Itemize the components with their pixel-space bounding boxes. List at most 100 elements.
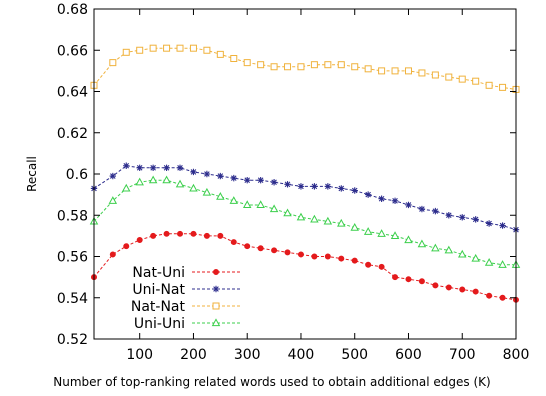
data-point-nat-uni bbox=[136, 236, 143, 243]
data-point-uni-uni bbox=[444, 245, 454, 254]
legend-label: Uni-Nat bbox=[132, 282, 185, 298]
data-point-uni-uni bbox=[135, 177, 144, 186]
data-point-nat-nat bbox=[243, 59, 251, 67]
data-point-nat-nat bbox=[109, 59, 117, 67]
data-point-uni-nat bbox=[136, 164, 143, 172]
data-point-nat-nat bbox=[270, 63, 278, 71]
data-point-uni-uni bbox=[122, 183, 131, 192]
data-point-nat-nat bbox=[284, 63, 292, 71]
y-axis-label: Recall bbox=[25, 156, 39, 192]
data-point-uni-uni bbox=[377, 229, 386, 237]
data-point-nat-nat bbox=[216, 50, 224, 58]
data-point-uni-uni bbox=[431, 243, 440, 252]
data-point-uni-nat bbox=[324, 183, 332, 190]
data-point-nat-uni bbox=[432, 282, 439, 289]
data-point-uni-uni bbox=[148, 175, 158, 184]
data-point-nat-uni bbox=[365, 261, 372, 268]
data-point-uni-uni bbox=[498, 260, 507, 268]
data-point-uni-nat bbox=[297, 183, 305, 190]
x-tick-label: 700 bbox=[449, 347, 476, 363]
data-point-nat-uni bbox=[378, 263, 385, 270]
data-point-nat-uni bbox=[405, 276, 412, 283]
data-point-uni-nat bbox=[445, 212, 453, 219]
x-tick-label: 500 bbox=[341, 347, 368, 363]
data-point-uni-uni bbox=[269, 204, 279, 213]
data-point-uni-nat bbox=[149, 164, 157, 172]
data-point-nat-uni bbox=[230, 239, 237, 246]
y-tick-label: 0.54 bbox=[57, 291, 88, 307]
data-point-uni-nat bbox=[378, 195, 385, 202]
y-tick-label: 0.52 bbox=[57, 332, 88, 348]
x-tick-label: 600 bbox=[395, 347, 422, 363]
data-point-uni-uni bbox=[202, 187, 212, 196]
data-point-uni-nat bbox=[351, 187, 358, 194]
data-point-uni-nat bbox=[405, 201, 412, 209]
x-axis-label: Number of top-ranking related words used… bbox=[53, 375, 490, 389]
y-tick-label: 0.58 bbox=[57, 208, 88, 224]
data-point-uni-nat bbox=[257, 176, 264, 184]
data-point-nat-nat bbox=[189, 44, 197, 52]
data-point-nat-nat bbox=[257, 61, 265, 69]
data-point-uni-nat bbox=[109, 172, 117, 180]
data-point-nat-nat bbox=[203, 46, 211, 54]
data-point-nat-nat bbox=[418, 69, 426, 77]
data-point-uni-uni bbox=[242, 200, 252, 209]
data-point-uni-nat bbox=[311, 183, 318, 190]
data-point-nat-uni bbox=[257, 245, 264, 252]
data-point-uni-uni bbox=[108, 196, 118, 204]
data-point-nat-uni bbox=[123, 243, 130, 250]
data-point-nat-nat bbox=[324, 61, 332, 69]
data-point-nat-nat bbox=[310, 61, 318, 69]
data-point-nat-uni bbox=[311, 253, 318, 260]
legend-label: Nat-Nat bbox=[131, 299, 186, 315]
data-point-uni-nat bbox=[391, 197, 399, 205]
data-point-uni-nat bbox=[499, 222, 506, 229]
legend-item-nat-uni: Nat-Uni bbox=[132, 265, 240, 281]
data-point-nat-nat bbox=[391, 67, 399, 75]
data-point-uni-uni bbox=[363, 227, 373, 235]
data-point-uni-uni bbox=[390, 231, 400, 239]
legend-marker bbox=[212, 302, 220, 310]
data-point-nat-nat bbox=[378, 67, 386, 75]
data-point-uni-nat bbox=[338, 185, 345, 192]
data-point-nat-nat bbox=[122, 48, 130, 56]
legend-marker bbox=[211, 318, 221, 327]
data-point-uni-uni bbox=[256, 200, 265, 209]
data-point-nat-nat bbox=[458, 75, 466, 83]
legend-label: Uni-Uni bbox=[134, 316, 185, 332]
x-tick-label: 100 bbox=[126, 347, 153, 363]
x-tick-label: 200 bbox=[180, 347, 207, 363]
series-nat-uni bbox=[91, 230, 520, 303]
legend-marker bbox=[212, 268, 219, 275]
data-point-uni-nat bbox=[244, 176, 251, 184]
data-point-uni-nat bbox=[364, 191, 372, 198]
data-point-nat-nat bbox=[149, 44, 157, 52]
data-point-uni-nat bbox=[123, 162, 130, 169]
legend-label: Nat-Uni bbox=[132, 265, 185, 281]
data-point-nat-nat bbox=[485, 81, 493, 89]
legend-item-uni-uni: Uni-Uni bbox=[134, 316, 240, 332]
data-point-uni-nat bbox=[472, 216, 479, 223]
data-point-uni-nat bbox=[432, 207, 439, 215]
y-tick-label: 0.56 bbox=[57, 250, 88, 266]
data-point-nat-uni bbox=[203, 232, 210, 239]
data-point-nat-nat bbox=[499, 83, 507, 91]
data-point-uni-nat bbox=[284, 181, 291, 188]
data-point-nat-nat bbox=[351, 63, 359, 71]
data-point-uni-uni bbox=[484, 258, 494, 266]
y-tick-label: 0.62 bbox=[57, 126, 88, 142]
data-point-nat-nat bbox=[163, 44, 171, 52]
data-point-nat-uni bbox=[271, 247, 278, 254]
data-point-nat-uni bbox=[472, 288, 479, 295]
series-layer bbox=[89, 44, 521, 303]
data-point-nat-uni bbox=[109, 251, 116, 258]
data-point-nat-uni bbox=[392, 274, 399, 281]
data-point-nat-nat bbox=[136, 46, 144, 54]
data-point-nat-uni bbox=[163, 230, 170, 237]
data-point-uni-uni bbox=[323, 216, 333, 225]
data-point-uni-nat bbox=[203, 170, 211, 178]
data-point-uni-uni bbox=[310, 214, 319, 223]
data-point-nat-nat bbox=[431, 71, 439, 79]
